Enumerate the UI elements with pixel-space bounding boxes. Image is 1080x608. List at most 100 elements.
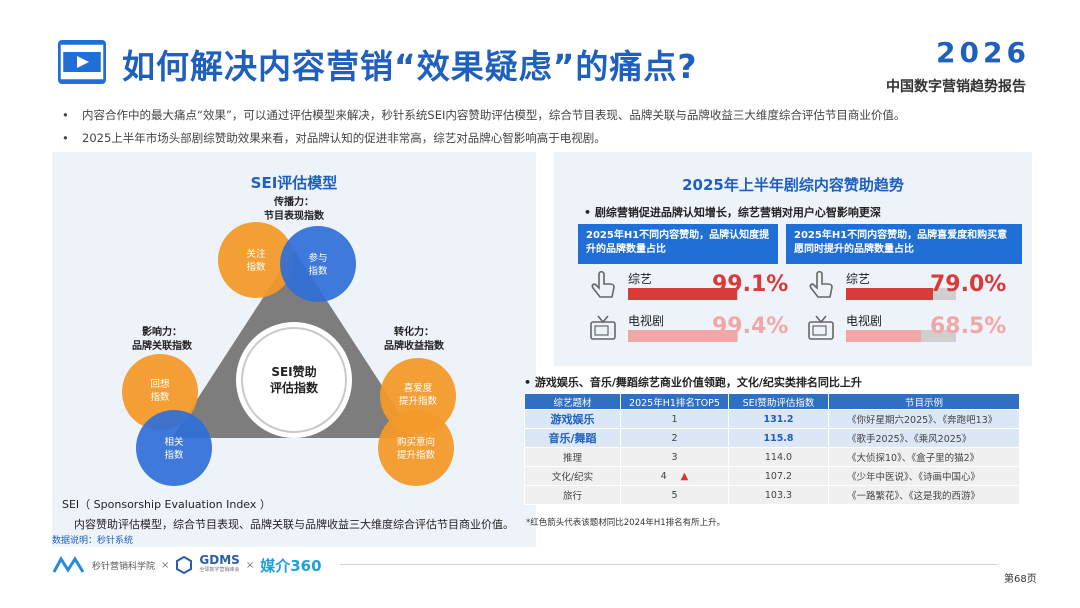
center-line-1: SEI赞助: [271, 365, 317, 379]
left-label-line-1: 影响力：: [142, 327, 182, 338]
right-label-line-1: 转化力：: [394, 327, 434, 338]
participate-line-2: 指数: [308, 266, 328, 277]
preference-index-label: 喜爱度 提升指数: [386, 382, 450, 408]
participate-line-1: 参与: [308, 253, 328, 264]
attention-index-label: 关注 指数: [226, 248, 286, 274]
cases-cell: 《歌手2025》、《乘风2025》: [828, 428, 1020, 448]
cases-cell: 《你好星期六2025》、《奔跑吧13》: [828, 409, 1020, 429]
sei-ranking-table: 综艺题材 2025年H1排名TOP5 SEI赞助评估指数 节目示例 游戏娱乐 1…: [524, 393, 1020, 505]
right-label-line-2: 品牌收益指数: [384, 341, 444, 352]
brand-year: 2026: [936, 36, 1030, 69]
preference-line-2: 提升指数: [398, 396, 437, 407]
purchase-circle: [378, 410, 454, 486]
rank-cell: 4 ▲: [620, 466, 729, 486]
video-icon: [58, 40, 106, 84]
gdms-logo-icon: [176, 556, 193, 574]
progress-bar-fill: [628, 330, 738, 342]
top-label-line-2: 节目表现指数: [264, 211, 324, 222]
table-row: 游戏娱乐 1 131.2 《你好星期六2025》、《奔跑吧13》: [524, 409, 1020, 429]
tv-icon: [808, 315, 834, 340]
top-label: 传播力： 节目表现指数: [236, 196, 352, 224]
row-percent: 79.0%: [930, 272, 1007, 297]
purchase-line-2: 提升指数: [396, 450, 435, 461]
sei-model-panel: SEI评估模型 传播力： 节目表现指数 影响力： 品牌关联指数 转化力：: [52, 152, 536, 547]
recall-line-1: 回想: [150, 379, 170, 390]
score-cell: 115.8: [728, 428, 829, 448]
attention-circle: [218, 222, 294, 298]
intro-bullets: 内容合作中的最大痛点“效果”，可以通过评估模型来解决，秒针系统SEI内容赞助评估…: [62, 104, 1052, 150]
col-rank: 2025年H1排名TOP5: [620, 393, 729, 410]
miaozhen-logo-text: 秒针营销科学院: [92, 561, 156, 572]
row-percent: 99.1%: [712, 272, 789, 297]
gdms-logo-subtext: 全球数字营销峰会: [199, 567, 240, 573]
score-cell: 114.0: [728, 447, 829, 467]
relevance-index-label: 相关 指数: [144, 436, 204, 462]
relevance-line-2: 指数: [164, 450, 184, 461]
table-row: 推理 3 114.0 《大侦探10》、《盒子里的猫2》: [524, 447, 1020, 467]
left-label-line-2: 品牌关联指数: [132, 341, 192, 352]
metric-box-awareness: 2025年H1不同内容赞助，品牌认知度提升的品牌数量占比: [578, 224, 778, 264]
row-percent: 99.4%: [712, 314, 789, 339]
rank-cell: 5: [620, 485, 729, 505]
genre-cell: 音乐/舞蹈: [524, 428, 621, 448]
participate-circle: [280, 226, 356, 302]
center-line-2: 评估指数: [269, 381, 318, 395]
bullet-2: 2025上半年市场头部剧综赞助效果来看，对品牌认知的促进非常高，综艺对品牌心智影…: [62, 127, 1052, 150]
attention-line-2: 指数: [246, 262, 266, 273]
attention-line-1: 关注: [246, 249, 266, 260]
row-percent: 68.5%: [930, 314, 1007, 339]
cases-cell: 《大侦探10》、《盒子里的猫2》: [828, 447, 1020, 467]
data-source: 数据说明：秒针系统: [52, 536, 134, 546]
rank-value: 4: [660, 470, 667, 482]
score-cell: 131.2: [728, 409, 829, 429]
logo-separator: ×: [161, 559, 170, 571]
hand-pointer-icon: [591, 270, 615, 298]
cases-cell: 《一路繁花》、《这是我的西游》: [828, 485, 1020, 505]
gdms-logo-text: GDMS: [199, 553, 240, 567]
col-cases: 节目示例: [828, 393, 1020, 410]
progress-bar-track: [846, 330, 956, 342]
rank-cell: 3: [620, 447, 729, 467]
table-row: 旅行 5 103.3 《一路繁花》、《这是我的西游》: [524, 485, 1020, 505]
sei-description: 内容赞助评估模型，综合节目表现、品牌关联与品牌收益三大维度综合评估节目商业价值。: [74, 518, 514, 531]
tv-awareness-row: 电视剧 99.4%: [588, 312, 798, 348]
brand-subtitle: 中国数字营销趋势报告: [886, 79, 1026, 95]
genre-cell: 推理: [524, 447, 621, 467]
score-cell: 103.3: [728, 485, 829, 505]
trend-title: 2025年上半年剧综内容赞助趋势: [682, 176, 904, 194]
progress-bar-track: [628, 288, 738, 300]
row-name: 电视剧: [846, 314, 883, 328]
rank-cell: 1: [620, 409, 729, 429]
trend-subtitle: • 剧综营销促进品牌认知增长，综艺营销对用户心智影响更深: [584, 206, 881, 219]
table-row: 音乐/舞蹈 2 115.8 《歌手2025》、《乘风2025》: [524, 428, 1020, 448]
right-label: 转化力： 品牌收益指数: [364, 326, 464, 354]
preference-line-1: 喜爱度: [403, 383, 433, 394]
table-header-row: 综艺题材 2025年H1排名TOP5 SEI赞助评估指数 节目示例: [524, 393, 1020, 410]
progress-bar-fill: [628, 288, 737, 300]
tv-preference-row: 电视剧 68.5%: [806, 312, 1016, 348]
page-title: 如何解决内容营销“效果疑虑”的痛点?: [122, 47, 698, 86]
participate-index-label: 参与 指数: [288, 252, 348, 278]
row-name: 综艺: [846, 272, 871, 286]
rank-up-arrow-icon: ▲: [680, 470, 689, 482]
col-score: SEI赞助评估指数: [728, 393, 829, 410]
purchase-index-label: 购买意向 提升指数: [384, 436, 448, 462]
sei-center-label: SEI赞助 评估指数: [254, 364, 334, 396]
progress-bar-fill: [846, 288, 933, 300]
footer-logos: 秒针营销科学院 × GDMS 全球数字营销峰会 × 媒介360: [52, 552, 322, 578]
sei-model-title: SEI评估模型: [250, 174, 338, 192]
miaozhen-logo-icon: [52, 556, 85, 573]
table-row: 文化/纪实 4 ▲ 107.2 《少年中医说》、《诗画中国心》: [524, 466, 1020, 486]
recall-index-label: 回想 指数: [130, 378, 190, 404]
variety-awareness-row: 综艺 99.1%: [588, 270, 798, 306]
cases-cell: 《少年中医说》、《诗画中国心》: [828, 466, 1020, 486]
genre-cell: 游戏娱乐: [524, 409, 621, 429]
progress-bar-fill: [846, 330, 922, 342]
col-genre: 综艺题材: [524, 393, 621, 410]
meijie360-logo: 媒介360: [260, 556, 322, 575]
bullet-1: 内容合作中的最大痛点“效果”，可以通过评估模型来解决，秒针系统SEI内容赞助评估…: [62, 104, 1052, 127]
purchase-line-1: 购买意向: [396, 437, 435, 448]
progress-bar-track: [846, 288, 956, 300]
trend-panel: 2025年上半年剧综内容赞助趋势 • 剧综营销促进品牌认知增长，综艺营销对用户心…: [554, 152, 1032, 366]
